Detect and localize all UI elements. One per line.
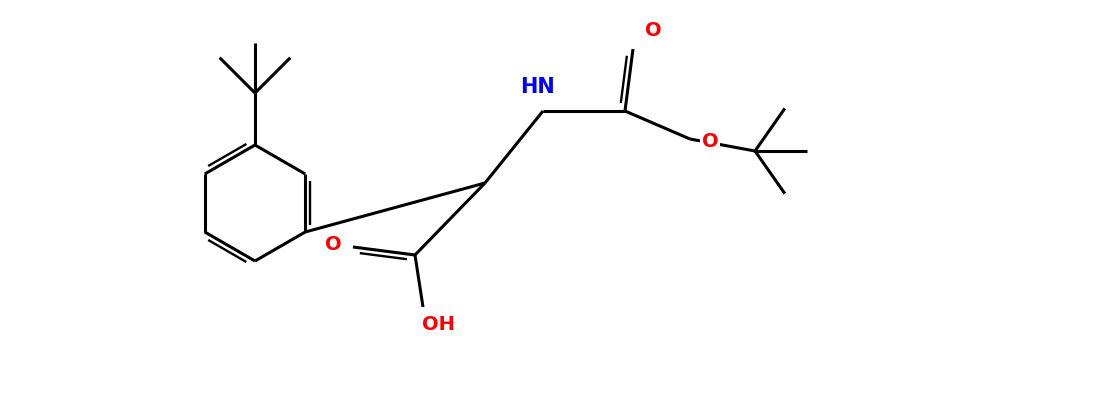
Text: O: O: [702, 131, 718, 151]
Text: O: O: [325, 235, 341, 255]
Text: O: O: [645, 22, 661, 40]
Text: OH: OH: [422, 315, 454, 335]
Text: HN: HN: [520, 77, 555, 97]
